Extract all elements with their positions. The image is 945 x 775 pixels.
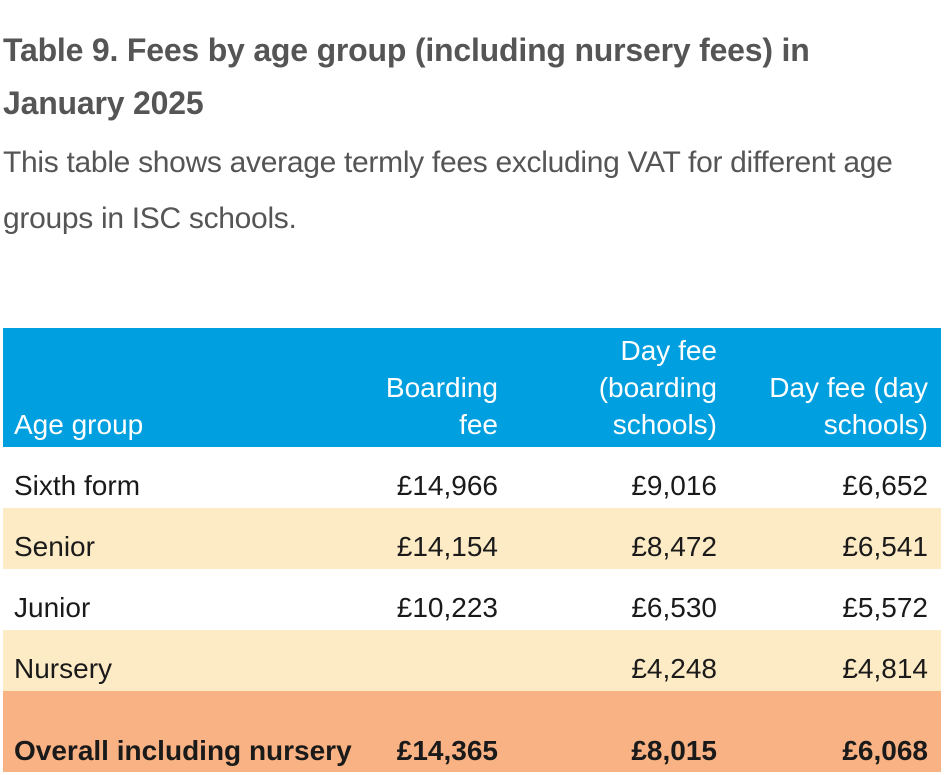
day-fee-boarding-cell: £9,016	[631, 470, 717, 501]
day-fee-boarding-cell: £6,530	[631, 592, 717, 623]
total-boarding-fee-cell: £14,365	[396, 735, 498, 766]
header-day-fee-boarding-schools: Day fee (boarding schools)	[598, 335, 717, 440]
fees-table: Age group Boarding fee Day fee (boarding…	[3, 328, 941, 772]
total-label-cell: Overall including nursery	[14, 735, 352, 766]
header-age-group: Age group	[14, 409, 144, 440]
day-fee-day-cell: £6,541	[842, 531, 928, 562]
total-day-fee-day-cell: £6,068	[842, 735, 928, 766]
day-fee-boarding-cell: £4,248	[631, 653, 717, 684]
boarding-fee-cell: £14,966	[396, 470, 498, 501]
boarding-fee-cell	[355, 630, 498, 691]
table-title: Table 9. Fees by age group (including nu…	[3, 32, 810, 121]
table-row: Sixth form £14,966 £9,016 £6,652	[3, 447, 941, 508]
total-day-fee-boarding-cell: £8,015	[631, 735, 717, 766]
header-day-fee-day-schools: Day fee (day schools)	[769, 372, 928, 440]
age-group-cell: Junior	[14, 592, 91, 623]
day-fee-boarding-cell: £8,472	[631, 531, 717, 562]
header-row: Age group Boarding fee Day fee (boarding…	[3, 328, 941, 447]
table-row: Nursery £4,248 £4,814	[3, 630, 941, 691]
boarding-fee-cell: £10,223	[396, 592, 498, 623]
table-row: Junior £10,223 £6,530 £5,572	[3, 569, 941, 630]
day-fee-day-cell: £4,814	[842, 653, 928, 684]
day-fee-day-cell: £6,652	[842, 470, 928, 501]
age-group-cell: Nursery	[14, 653, 113, 684]
age-group-cell: Sixth form	[14, 470, 141, 501]
table-description: This table shows average termly fees exc…	[3, 146, 893, 235]
day-fee-day-cell: £5,572	[842, 592, 928, 623]
age-group-cell: Senior	[14, 531, 95, 562]
table-header: Age group Boarding fee Day fee (boarding…	[3, 328, 941, 447]
header-boarding-fee: Boarding fee	[385, 372, 498, 440]
total-row: Overall including nursery £14,365 £8,015…	[3, 691, 941, 772]
boarding-fee-cell: £14,154	[396, 531, 498, 562]
table-body: Sixth form £14,966 £9,016 £6,652 Senior …	[3, 447, 941, 772]
table-row: Senior £14,154 £8,472 £6,541	[3, 508, 941, 569]
